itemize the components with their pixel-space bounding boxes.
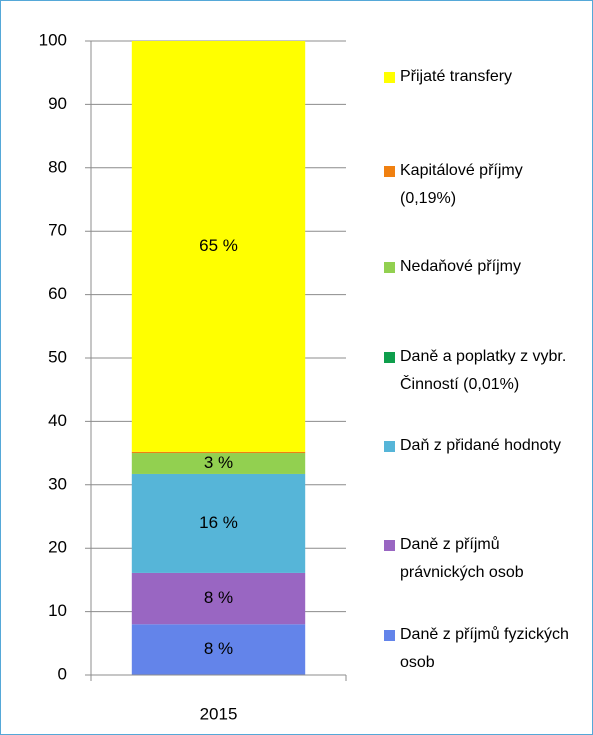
data-label: 8 %: [204, 588, 233, 607]
bar-segment: [131, 624, 306, 675]
legend-label: Nedaňové příjmy: [400, 258, 521, 275]
legend-label: Přijaté transfery: [400, 68, 513, 85]
legend-item: Daně z příjmů fyzických osob: [384, 621, 578, 677]
y-tick-label: 30: [48, 474, 67, 493]
legend-item: Přijaté transfery: [384, 63, 578, 91]
legend-item: Daně z příjmů právnických osob: [384, 531, 578, 587]
bar-segment: [131, 41, 306, 452]
bar-segment: [131, 451, 306, 454]
legend-item: Kapitálové příjmy (0,19%): [384, 157, 578, 213]
legend-label: Daně z příjmů fyzických osob: [400, 626, 569, 671]
legend-swatch: [384, 72, 395, 83]
y-tick-label: 40: [48, 411, 67, 430]
y-tick-label: 70: [48, 221, 67, 240]
y-tick-label: 60: [48, 284, 67, 303]
legend-item: Daně a poplatky z vybr. Činností (0,01%): [384, 343, 578, 399]
legend-swatch: [384, 630, 395, 641]
y-tick-label: 90: [48, 94, 67, 113]
y-tick-label: 10: [48, 601, 67, 620]
legend-swatch: [384, 262, 395, 273]
y-tick-label: 20: [48, 538, 67, 557]
legend-label: Daň z přidané hodnoty: [400, 437, 561, 454]
legend-label: Daně z příjmů právnických osob: [400, 536, 524, 581]
data-label: 16 %: [199, 513, 238, 532]
y-tick-label: 50: [48, 347, 67, 366]
data-label: 3 %: [204, 453, 233, 472]
legend-item: Nedaňové příjmy: [384, 253, 578, 281]
data-label: 65 %: [199, 236, 238, 255]
data-label: 8 %: [204, 639, 233, 658]
legend-swatch: [384, 540, 395, 551]
y-tick-label: 0: [58, 664, 67, 683]
legend-item: Daň z přidané hodnoty: [384, 432, 578, 460]
legend-swatch: [384, 166, 395, 177]
legend-swatch: [384, 352, 395, 363]
legend-label: Daně a poplatky z vybr. Činností (0,01%): [400, 348, 567, 393]
bar-segment: [131, 453, 306, 474]
bar-segment: [131, 474, 306, 573]
y-tick-label: 100: [39, 30, 67, 49]
legend-label: Kapitálové příjmy (0,19%): [400, 162, 523, 207]
legend-swatch: [384, 441, 395, 452]
x-tick-label: 2015: [200, 704, 238, 723]
bar-segment: [131, 572, 306, 625]
y-tick-label: 80: [48, 157, 67, 176]
